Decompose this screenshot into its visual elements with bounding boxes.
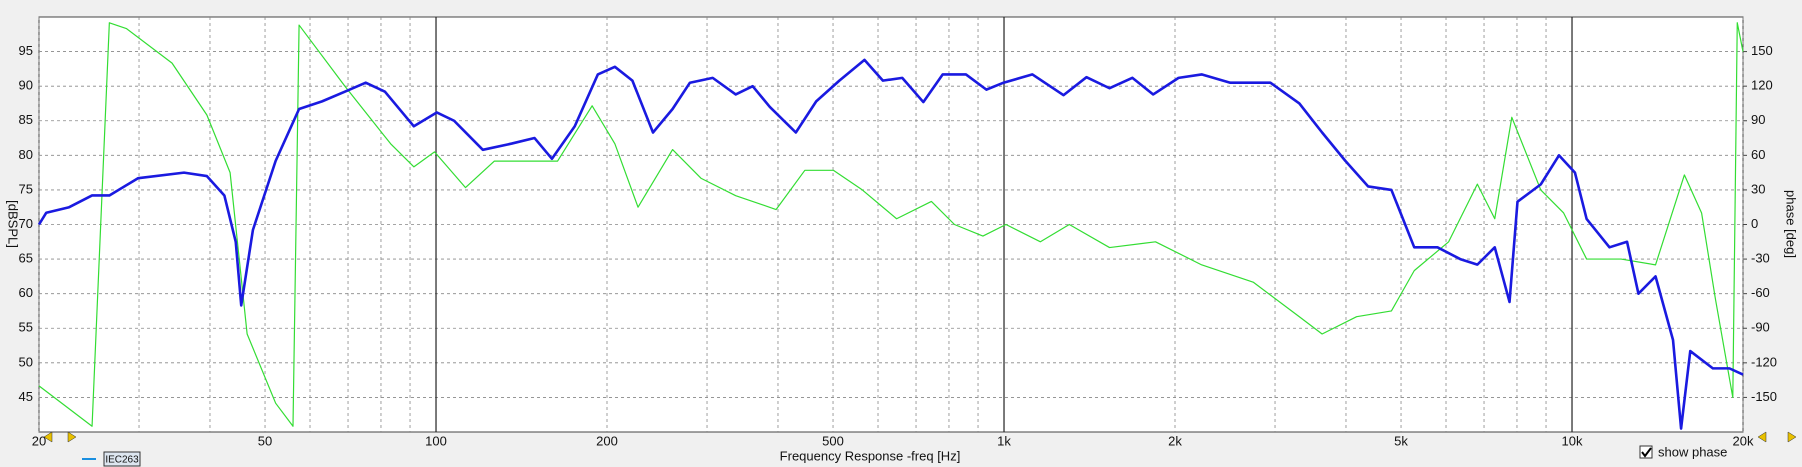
y2-tick-label: -30 — [1751, 251, 1770, 266]
x-tick-label: 1k — [997, 433, 1011, 448]
series-line — [38, 22, 1744, 427]
checkbox-label: show phase — [1658, 444, 1727, 459]
y2-tick-label: -120 — [1751, 354, 1777, 369]
y-tick-label: 80 — [19, 147, 33, 162]
y2-axis-label: phase [deg] — [1784, 190, 1799, 258]
x-tick-label: 100 — [425, 433, 447, 448]
y-tick-label: 60 — [19, 285, 33, 300]
y2-tick-label: 30 — [1751, 181, 1765, 196]
x-tick-label: 500 — [822, 433, 844, 448]
x-tick-label: 5k — [1394, 433, 1408, 448]
y-tick-label: 50 — [19, 354, 33, 369]
y2-tick-label: 150 — [1751, 43, 1773, 58]
y2-tick-label: 60 — [1751, 147, 1765, 162]
y-tick-label: 65 — [19, 251, 33, 266]
y2-tick-label: -60 — [1751, 285, 1770, 300]
checkbox-check — [1641, 447, 1652, 458]
x-axis-label: Frequency Response -freq [Hz] — [780, 448, 961, 463]
x-tick-label: 50 — [258, 433, 272, 448]
y-tick-label: 85 — [19, 112, 33, 127]
y2-tick-label: 0 — [1751, 216, 1758, 231]
zoom-left-icon[interactable] — [1757, 431, 1767, 443]
x-tick-label: 20k — [1733, 433, 1754, 448]
y-axis-label: [dBSPL] — [6, 200, 21, 248]
y2-tick-label: -90 — [1751, 320, 1770, 335]
x-tick-label: 20 — [32, 433, 46, 448]
x-tick-label: 2k — [1168, 433, 1182, 448]
y2-tick-label: 120 — [1751, 78, 1773, 93]
zoom-right-icon[interactable] — [1787, 431, 1797, 443]
y2-tick-label: -150 — [1751, 389, 1777, 404]
legend-box — [103, 451, 141, 467]
y-tick-label: 70 — [19, 216, 33, 231]
x-tick-label: 10k — [1562, 433, 1583, 448]
x-tick-label: 200 — [596, 433, 618, 448]
y-tick-label: 45 — [19, 389, 33, 404]
y-tick-label: 75 — [19, 181, 33, 196]
y-tick-label: 95 — [19, 43, 33, 58]
y-tick-label: 90 — [19, 78, 33, 93]
scroll-right-icon[interactable] — [67, 431, 77, 443]
y-tick-label: 55 — [19, 320, 33, 335]
scroll-left-icon[interactable] — [43, 431, 53, 443]
legend-entry: IEC263 — [105, 455, 139, 466]
series-line — [37, 58, 1744, 430]
y2-tick-label: 90 — [1751, 112, 1765, 127]
